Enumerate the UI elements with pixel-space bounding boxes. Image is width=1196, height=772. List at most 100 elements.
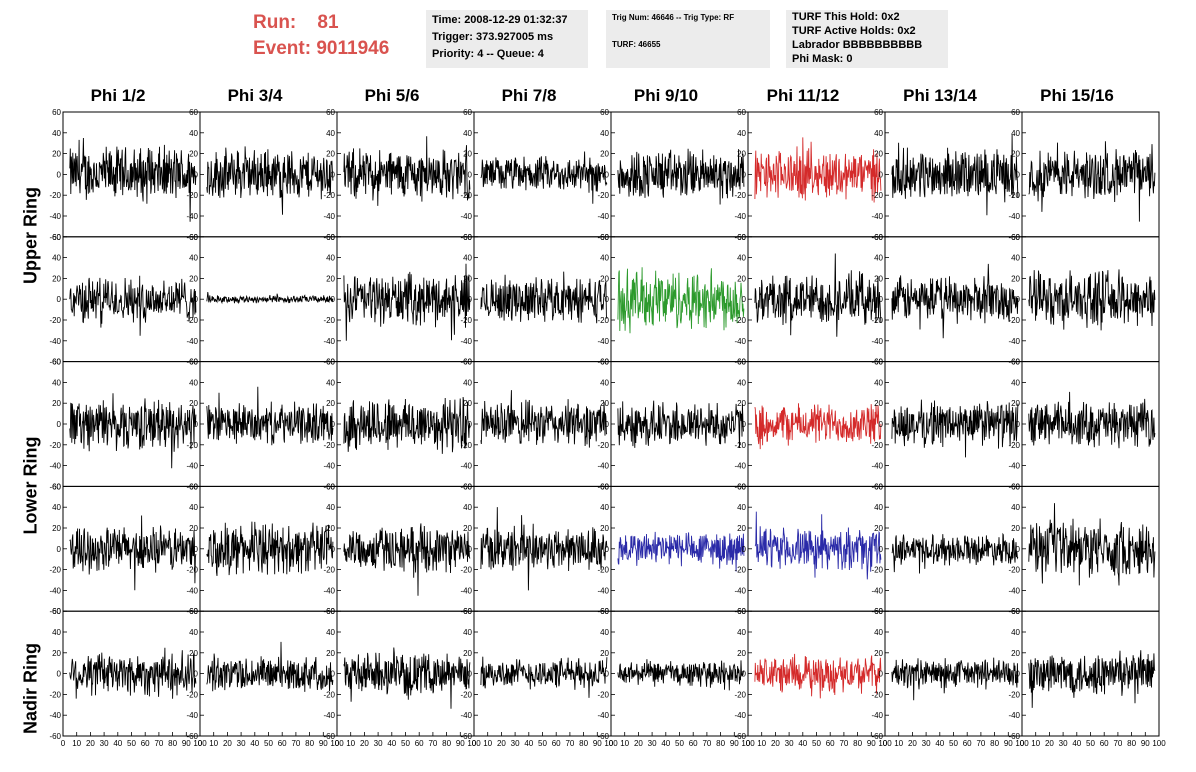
waveform-panel: 60 40 20 0 -20 -40 -60 (323, 358, 475, 491)
y-tick-label: -40 (597, 462, 609, 471)
y-tick-label: 60 (463, 358, 472, 367)
waveform-trace (754, 403, 882, 450)
y-tick-label: 20 (52, 150, 61, 159)
y-tick-label: 40 (737, 254, 746, 263)
x-tick-label: 0 (198, 739, 203, 748)
y-tick-label: 60 (600, 607, 609, 616)
y-tick-label: 60 (600, 358, 609, 367)
x-tick-label: 20 (634, 739, 643, 748)
y-tick-label: 60 (463, 607, 472, 616)
y-tick-label: 0 (1016, 420, 1021, 429)
x-tick-label: 30 (648, 739, 657, 748)
x-tick-label: 40 (935, 739, 944, 748)
phi-mask-line: Phi Mask: 0 (792, 53, 853, 65)
y-tick-label: 40 (326, 378, 335, 387)
y-tick-label: -20 (1008, 566, 1020, 575)
x-tick-label: 20 (497, 739, 506, 748)
y-tick-label: -40 (597, 586, 609, 595)
waveform-trace (480, 151, 608, 204)
y-tick-label: -40 (871, 337, 883, 346)
x-tick-label: 30 (100, 739, 109, 748)
y-tick-label: 0 (879, 545, 884, 554)
y-tick-label: -40 (49, 711, 61, 720)
x-tick-label: 20 (223, 739, 232, 748)
y-tick-label: 0 (57, 545, 62, 554)
waveform-panel: 60 40 20 0 -20 -40 -60 (597, 358, 749, 491)
x-tick-label: 80 (990, 739, 999, 748)
y-tick-label: 0 (879, 170, 884, 179)
y-tick-label: 0 (194, 295, 199, 304)
x-tick-label: 90 (1004, 739, 1013, 748)
y-tick-label: 60 (52, 607, 61, 616)
y-tick-label: 20 (189, 399, 198, 408)
y-tick-label: 60 (874, 108, 883, 117)
y-tick-label: 60 (874, 482, 883, 491)
waveform-trace (206, 386, 334, 446)
y-tick-label: 20 (52, 399, 61, 408)
y-tick-label: 40 (1011, 129, 1020, 138)
y-tick-label: -60 (734, 482, 746, 491)
x-tick-label: 90 (593, 739, 602, 748)
column-header: Phi 7/8 (501, 86, 557, 105)
y-tick-label: 0 (331, 670, 336, 679)
y-tick-label: 20 (600, 649, 609, 658)
y-tick-label: 0 (1016, 170, 1021, 179)
x-tick-label: 0 (472, 739, 477, 748)
y-tick-label: 20 (1011, 399, 1020, 408)
waveform-trace (754, 253, 882, 337)
y-tick-label: 40 (1011, 628, 1020, 637)
waveform-panel: 60 40 20 0 -20 -40 -60 (1008, 233, 1160, 367)
waveform-trace (1028, 141, 1156, 222)
y-tick-label: -20 (460, 566, 472, 575)
y-tick-label: 60 (189, 607, 198, 616)
y-tick-label: 20 (600, 524, 609, 533)
y-tick-label: 20 (52, 274, 61, 283)
y-tick-label: 0 (605, 420, 610, 429)
x-tick-label: 90 (456, 739, 465, 748)
y-tick-label: -40 (1008, 586, 1020, 595)
waveform-trace (617, 659, 744, 691)
y-tick-label: 40 (52, 129, 61, 138)
x-tick-label: 50 (401, 739, 410, 748)
waveform-trace (1028, 269, 1156, 331)
waveform-panel: 60 40 20 0 -20 -40 -60 (460, 358, 612, 491)
waveform-trace (891, 532, 1019, 574)
x-tick-label: 10 (620, 739, 629, 748)
y-tick-label: -20 (323, 441, 335, 450)
column-header: Phi 5/6 (364, 86, 420, 105)
y-tick-label: -40 (186, 337, 198, 346)
time-line: Time: 2008-12-29 01:32:37 (432, 14, 568, 26)
y-tick-label: 20 (189, 649, 198, 658)
y-tick-label: 40 (600, 628, 609, 637)
waveform-trace (206, 291, 334, 305)
y-tick-label: 20 (463, 274, 472, 283)
y-tick-label: -60 (597, 358, 609, 367)
y-tick-label: 40 (737, 628, 746, 637)
y-tick-label: 60 (874, 358, 883, 367)
y-tick-label: 60 (463, 233, 472, 242)
y-tick-label: -40 (734, 586, 746, 595)
waveform-panel: 60 40 20 0 -20 -40 -60 (597, 233, 749, 367)
y-tick-label: 0 (1016, 545, 1021, 554)
y-tick-label: 20 (874, 649, 883, 658)
y-tick-label: 60 (1011, 607, 1020, 616)
y-tick-label: 0 (742, 545, 747, 554)
x-tick-label: 10 (72, 739, 81, 748)
y-tick-label: 40 (52, 378, 61, 387)
y-tick-label: 40 (189, 129, 198, 138)
y-tick-label: -40 (460, 586, 472, 595)
y-tick-label: -60 (871, 358, 883, 367)
y-tick-label: 0 (742, 295, 747, 304)
turf-info-box: TURF This Hold: 0x2 TURF Active Holds: 0… (786, 10, 948, 68)
y-tick-label: 0 (57, 295, 62, 304)
waveform-panel: 60 40 20 0 -20 -40 -60 (186, 233, 338, 367)
y-tick-label: 60 (874, 233, 883, 242)
y-tick-label: 20 (600, 274, 609, 283)
x-tick-label: 60 (689, 739, 698, 748)
y-tick-label: 0 (605, 295, 610, 304)
y-tick-label: 40 (326, 254, 335, 263)
x-tick-label: 10 (757, 739, 766, 748)
